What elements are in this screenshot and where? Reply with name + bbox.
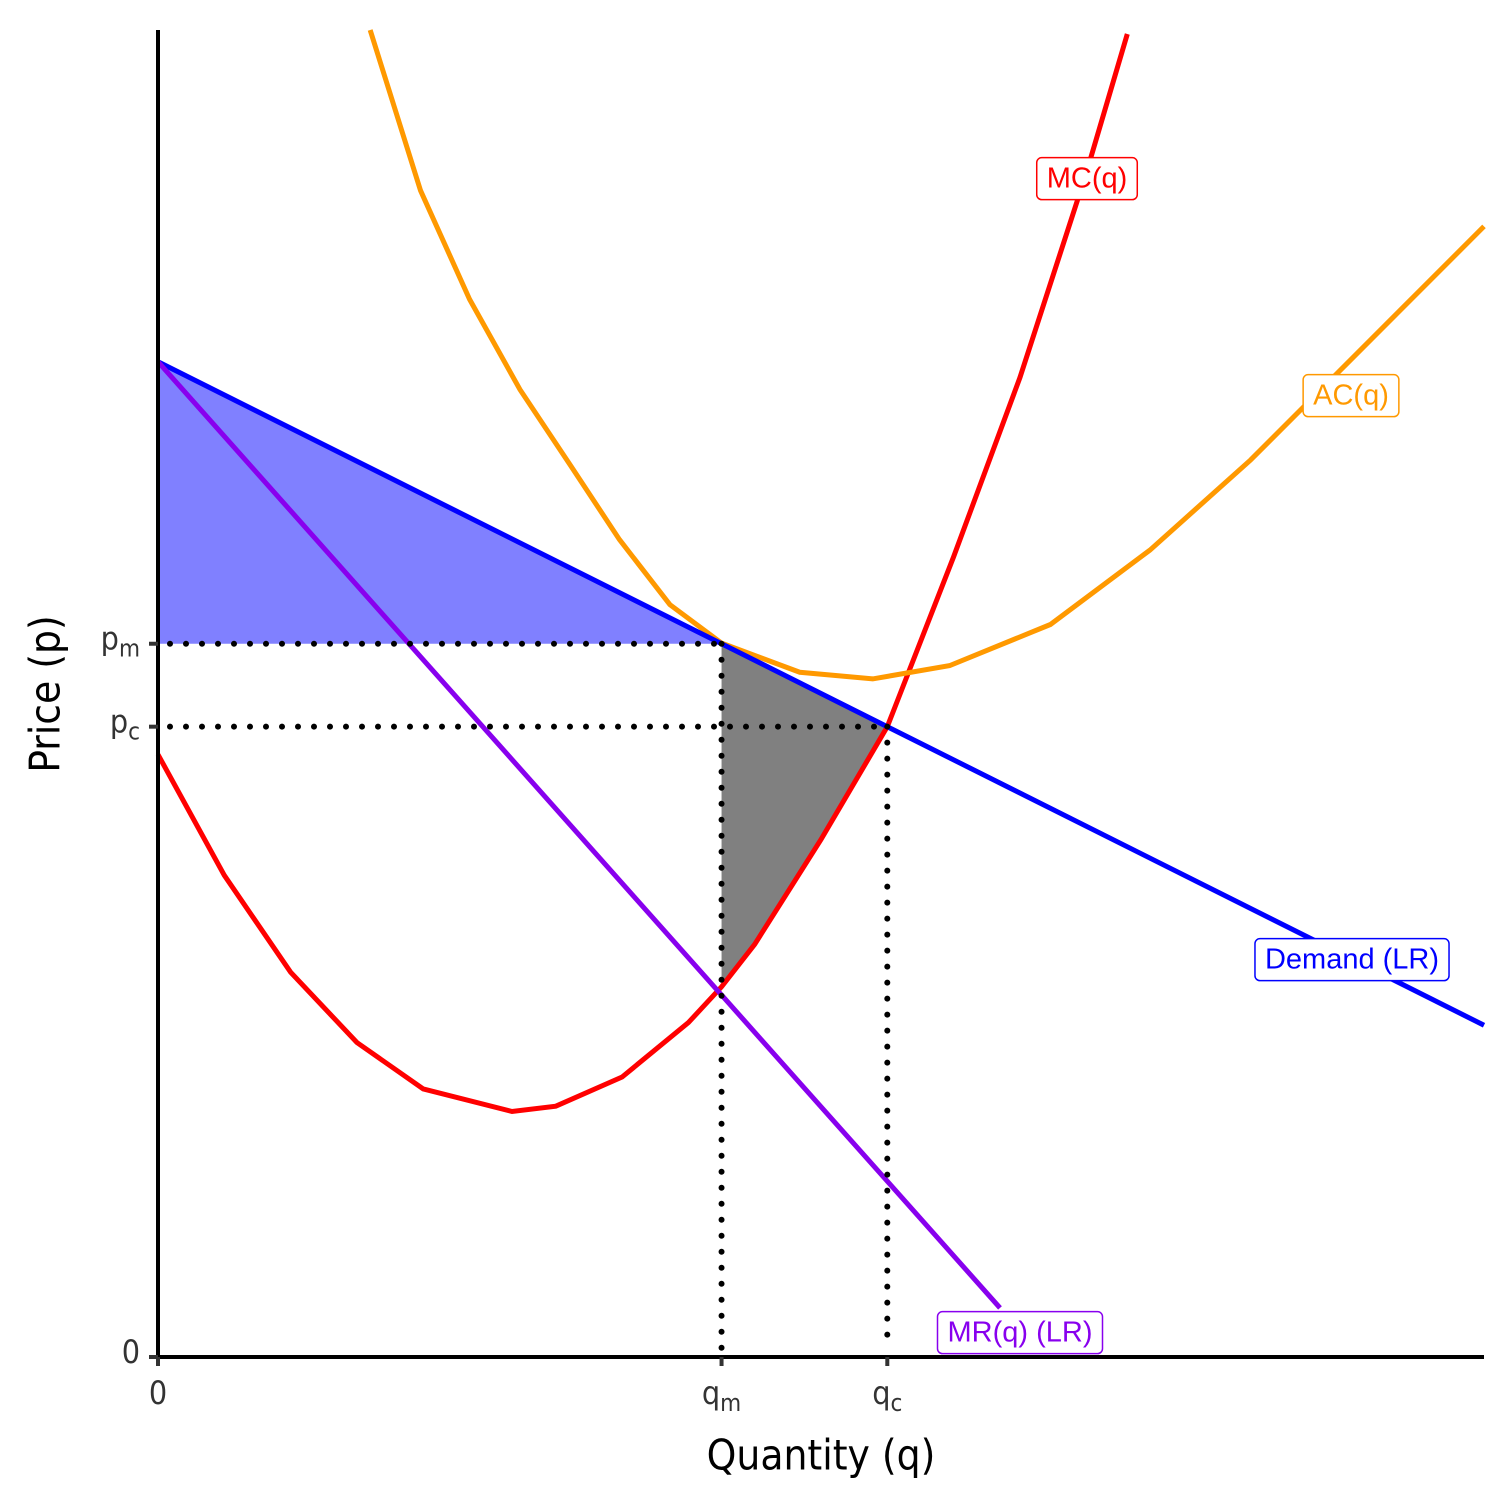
curve bbox=[155, 33, 1130, 1115]
curve bbox=[156, 360, 1002, 1310]
y-tick-label: pm bbox=[101, 620, 140, 663]
legend-label: MC(q) bbox=[1047, 163, 1128, 195]
x-tick-label: qc bbox=[872, 1374, 902, 1417]
x-tick-label: 0 bbox=[149, 1374, 167, 1412]
label-box bbox=[1035, 156, 1139, 201]
y-axis-title: Price (p) bbox=[21, 615, 70, 773]
legend-label: MR(q) (LR) bbox=[948, 1317, 1093, 1349]
curve bbox=[367, 29, 1486, 682]
legend-label: Demand (LR) bbox=[1265, 944, 1439, 976]
legend-label: AC(q) bbox=[1313, 380, 1389, 412]
deadweight-loss bbox=[721, 643, 888, 987]
label-box bbox=[1302, 373, 1400, 418]
x-axis-title: Quantity (q) bbox=[707, 1431, 936, 1480]
x-tick-label: qm bbox=[702, 1374, 741, 1417]
series-label: AC(q) bbox=[1302, 373, 1400, 418]
series-label: MC(q) bbox=[1035, 156, 1139, 201]
label-box bbox=[1254, 937, 1450, 982]
series-label: MR(q) (LR) bbox=[936, 1310, 1104, 1355]
y-tick-label: 0 bbox=[122, 1333, 140, 1371]
y-tick-label: pc bbox=[110, 703, 140, 746]
series-label: Demand (LR) bbox=[1254, 937, 1450, 982]
label-box bbox=[936, 1310, 1104, 1355]
curve bbox=[156, 359, 1486, 1028]
